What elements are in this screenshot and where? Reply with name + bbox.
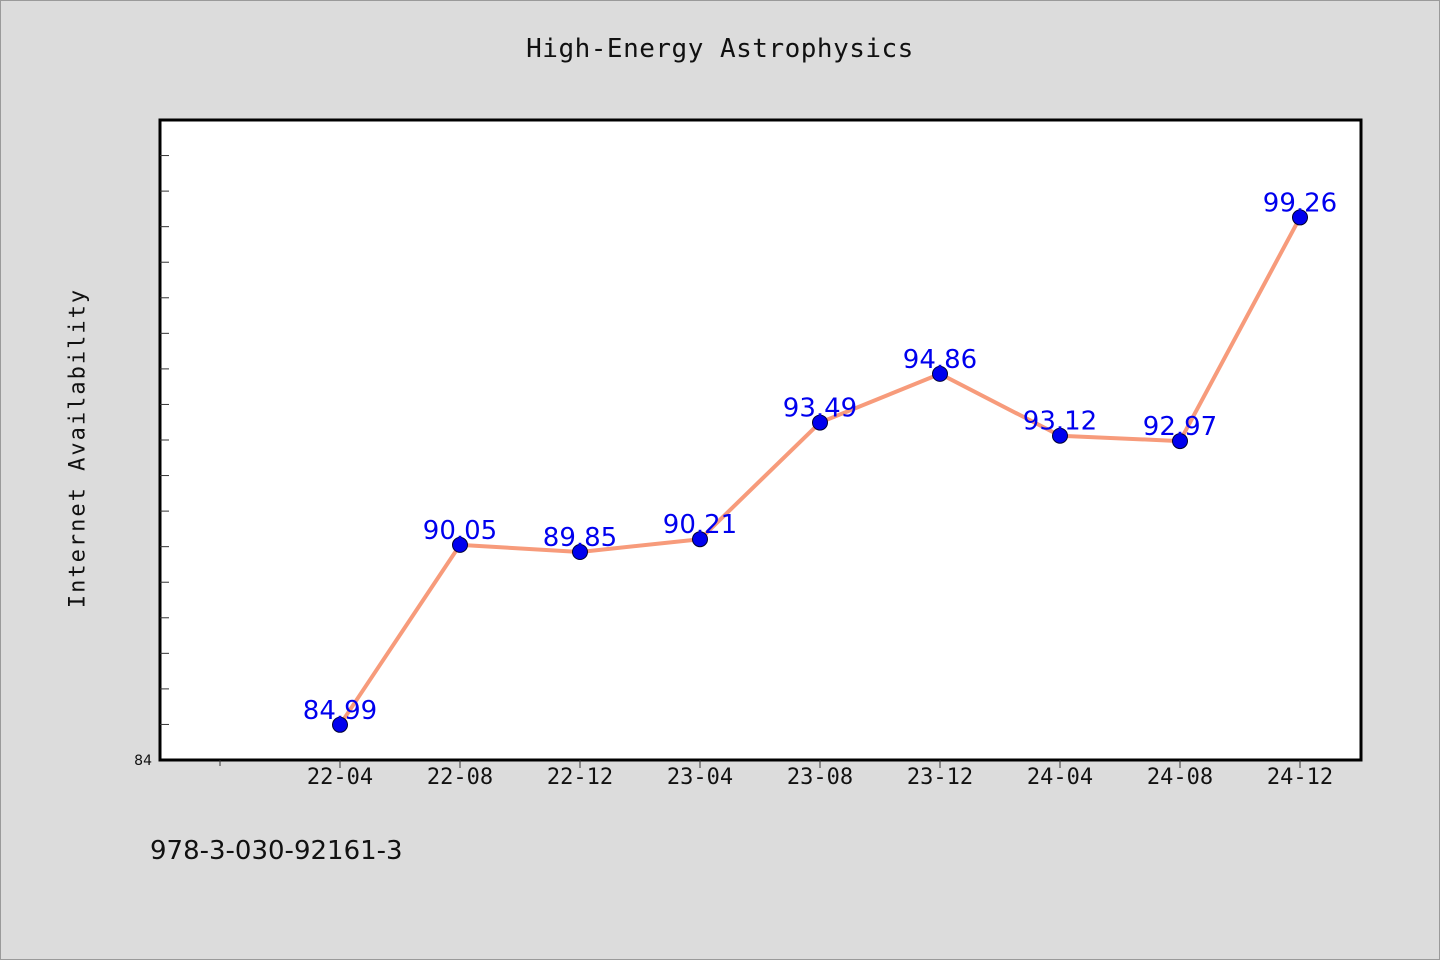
data-label: 84.99 xyxy=(303,696,377,726)
data-point xyxy=(1052,427,1068,444)
x-tick-label: 22-08 xyxy=(427,765,493,790)
data-label: 93.49 xyxy=(783,394,857,424)
x-tick-label: 22-04 xyxy=(307,765,373,790)
data-point xyxy=(1292,209,1308,226)
x-tick-label: 23-04 xyxy=(667,765,733,790)
x-tick-label: 24-08 xyxy=(1147,765,1213,790)
x-tick-label: 23-12 xyxy=(907,765,973,790)
data-label: 89.85 xyxy=(543,523,617,553)
data-label: 93.12 xyxy=(1023,407,1097,437)
data-point xyxy=(692,531,708,548)
chart-title: High-Energy Astrophysics xyxy=(526,34,914,64)
data-label: 92.97 xyxy=(1143,412,1217,442)
footnote-isbn: 978-3-030-92161-3 xyxy=(150,836,403,866)
data-point xyxy=(332,716,348,733)
x-tick-label: 24-04 xyxy=(1027,765,1093,790)
y-tick-label: 84 xyxy=(134,753,152,769)
data-label: 94.86 xyxy=(903,345,977,375)
data-point xyxy=(1172,433,1188,450)
data-label: 99.26 xyxy=(1263,188,1337,218)
data-label: 90.05 xyxy=(423,516,497,546)
data-point xyxy=(812,414,828,431)
x-tick-label: 23-08 xyxy=(787,765,853,790)
x-tick-label: 22-12 xyxy=(547,765,613,790)
data-point xyxy=(572,544,588,560)
x-tick-label: 24-12 xyxy=(1267,765,1333,790)
data-point xyxy=(932,365,948,382)
data-label: 90.21 xyxy=(663,510,737,540)
data-point xyxy=(452,536,468,553)
